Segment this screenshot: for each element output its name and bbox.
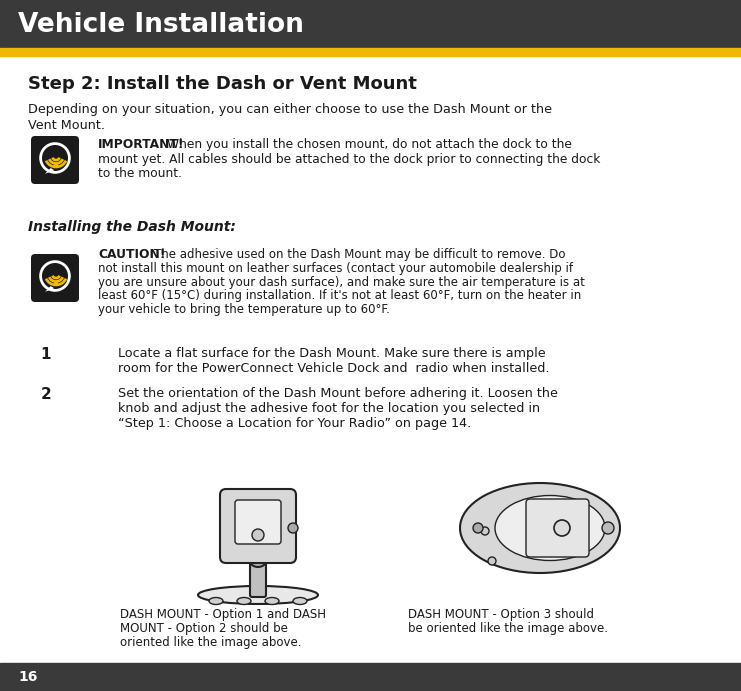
Text: your vehicle to bring the temperature up to 60°F.: your vehicle to bring the temperature up… xyxy=(98,303,390,316)
Ellipse shape xyxy=(495,495,605,560)
FancyBboxPatch shape xyxy=(31,136,79,184)
Text: Set the orientation of the Dash Mount before adhering it. Loosen the: Set the orientation of the Dash Mount be… xyxy=(118,387,558,400)
Text: Vehicle Installation: Vehicle Installation xyxy=(18,12,304,38)
Text: be oriented like the image above.: be oriented like the image above. xyxy=(408,622,608,635)
Text: room for the PowerConnect Vehicle Dock and  radio when installed.: room for the PowerConnect Vehicle Dock a… xyxy=(118,362,550,375)
Text: DASH MOUNT - Option 1 and DASH: DASH MOUNT - Option 1 and DASH xyxy=(120,608,326,621)
Text: least 60°F (15°C) during installation. If it's not at least 60°F, turn on the he: least 60°F (15°C) during installation. I… xyxy=(98,290,581,303)
FancyBboxPatch shape xyxy=(250,555,266,597)
Ellipse shape xyxy=(265,598,279,605)
Text: Depending on your situation, you can either choose to use the Dash Mount or the: Depending on your situation, you can eit… xyxy=(28,103,552,116)
Ellipse shape xyxy=(198,586,318,604)
Ellipse shape xyxy=(460,483,620,573)
Text: CAUTION!: CAUTION! xyxy=(98,248,165,261)
Text: you are unsure about your dash surface), and make sure the air temperature is at: you are unsure about your dash surface),… xyxy=(98,276,585,289)
Text: DASH MOUNT - Option 3 should: DASH MOUNT - Option 3 should xyxy=(408,608,594,621)
Text: IMPORTANT!: IMPORTANT! xyxy=(98,138,185,151)
Bar xyxy=(0,0,741,48)
Circle shape xyxy=(252,529,264,541)
Circle shape xyxy=(54,163,59,167)
FancyBboxPatch shape xyxy=(526,499,589,557)
FancyBboxPatch shape xyxy=(235,500,281,544)
FancyBboxPatch shape xyxy=(31,254,79,302)
Text: “Step 1: Choose a Location for Your Radio” on page 14.: “Step 1: Choose a Location for Your Radi… xyxy=(118,417,471,430)
Text: knob and adjust the adhesive foot for the location you selected in: knob and adjust the adhesive foot for th… xyxy=(118,402,540,415)
Circle shape xyxy=(481,527,489,535)
FancyBboxPatch shape xyxy=(220,489,296,563)
Text: Installing the Dash Mount:: Installing the Dash Mount: xyxy=(28,220,236,234)
Text: not install this mount on leather surfaces (contact your automobile dealership i: not install this mount on leather surfac… xyxy=(98,262,573,275)
Ellipse shape xyxy=(209,598,223,605)
Text: Vent Mount.: Vent Mount. xyxy=(28,119,105,132)
Circle shape xyxy=(288,523,298,533)
Circle shape xyxy=(473,523,483,533)
Polygon shape xyxy=(45,168,54,174)
Ellipse shape xyxy=(237,598,251,605)
Text: mount yet. All cables should be attached to the dock prior to connecting the doc: mount yet. All cables should be attached… xyxy=(98,153,600,166)
Text: The adhesive used on the Dash Mount may be difficult to remove. Do: The adhesive used on the Dash Mount may … xyxy=(154,248,565,261)
Bar xyxy=(0,663,741,691)
Circle shape xyxy=(602,522,614,534)
Text: 2: 2 xyxy=(41,387,51,402)
Text: Step 2: Install the Dash or Vent Mount: Step 2: Install the Dash or Vent Mount xyxy=(28,75,417,93)
Ellipse shape xyxy=(293,598,307,605)
Text: to the mount.: to the mount. xyxy=(98,167,182,180)
Text: MOUNT - Option 2 should be: MOUNT - Option 2 should be xyxy=(120,622,288,635)
Bar xyxy=(0,48,741,56)
Circle shape xyxy=(488,557,496,565)
Text: oriented like the image above.: oriented like the image above. xyxy=(120,636,302,649)
Bar xyxy=(0,56,741,663)
Text: Locate a flat surface for the Dash Mount. Make sure there is ample: Locate a flat surface for the Dash Mount… xyxy=(118,347,545,360)
Circle shape xyxy=(54,281,59,285)
Text: 16: 16 xyxy=(18,670,37,684)
Text: When you install the chosen mount, do not attach the dock to the: When you install the chosen mount, do no… xyxy=(167,138,572,151)
Circle shape xyxy=(554,520,570,536)
Polygon shape xyxy=(45,286,54,292)
Text: 1: 1 xyxy=(41,347,51,362)
Circle shape xyxy=(248,547,268,567)
